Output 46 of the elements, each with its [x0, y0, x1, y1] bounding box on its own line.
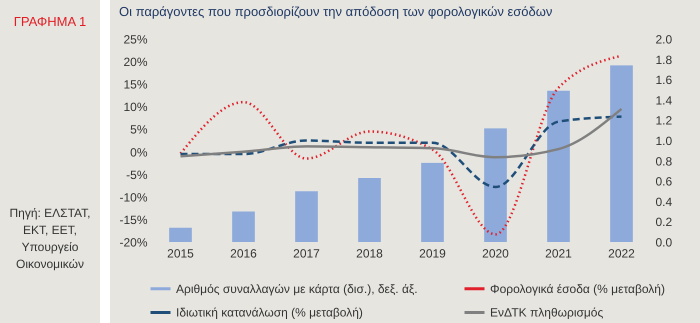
bar: [358, 178, 381, 242]
y-tick-label: 15%: [123, 78, 148, 92]
x-tick-label: 2018: [356, 246, 384, 260]
bar: [484, 128, 507, 242]
x-tick-label: 2022: [608, 246, 636, 260]
y-tick-label: -5%: [126, 168, 148, 182]
chart-title: Οι παράγοντες που προσδιορίζουν την απόδοση των φορολογικών εσόδων: [118, 4, 552, 19]
bar: [232, 212, 255, 242]
legend-label: ΕνΔΤΚ πληθωρισμός: [490, 306, 604, 320]
y-tick-label: 5%: [130, 122, 148, 137]
x-tick-label: 2021: [545, 246, 572, 260]
bar: [169, 228, 192, 242]
x-tick-label: 2019: [419, 246, 446, 260]
y2-tick-label: 0.4: [656, 194, 673, 209]
bar: [547, 90, 570, 242]
y2-tick-label: 1.4: [656, 93, 673, 108]
x-tick-label: 2016: [230, 246, 258, 260]
bar: [421, 162, 444, 242]
bar: [610, 65, 633, 242]
y2-tick-label: 1.6: [656, 73, 673, 88]
y-tick-label: -20%: [119, 236, 148, 250]
y-tick-label: 0%: [130, 145, 148, 160]
y2-tick-label: 1.2: [656, 114, 673, 128]
x-tick-label: 2017: [293, 246, 320, 260]
x-tick-label: 2020: [482, 246, 510, 260]
text: ΓΡΑΦΗΜΑ 1: [12, 14, 88, 29]
x-tick-label: 2015: [167, 246, 194, 260]
legend-label: Ιδιωτική κατανάλωση (% μεταβολή): [176, 306, 363, 320]
y2-tick-label: 2.0: [656, 32, 673, 46]
line-series: [179, 108, 623, 158]
y2-tick-label: 0.8: [656, 154, 673, 168]
y-tick-label: 10%: [123, 100, 148, 114]
text: Πηγή: ΕΛΣΤΑΤ, ΕΚΤ, ΕΕΤ, Υπουργείο Οικονομικών: [8, 205, 92, 273]
y2-tick-label: 0.2: [656, 215, 673, 230]
y-tick-label: -10%: [119, 190, 148, 204]
y2-tick-label: 0.6: [656, 174, 673, 189]
bar: [295, 191, 318, 242]
y-tick-label: 20%: [123, 55, 148, 70]
line-series: [179, 115, 623, 188]
y2-tick-label: 0.0: [656, 236, 673, 250]
legend-label: Αριθμός συναλλαγών με κάρτα (δισ.), δεξ. άξ.: [176, 282, 418, 296]
y-tick-label: -15%: [119, 212, 148, 227]
legend-label: Φορολογικά έσοδα (% μεταβολή): [490, 282, 665, 296]
y-tick-label: 25%: [123, 32, 148, 46]
y2-tick-label: 1.8: [656, 52, 673, 67]
y2-tick-label: 1.0: [656, 134, 673, 148]
